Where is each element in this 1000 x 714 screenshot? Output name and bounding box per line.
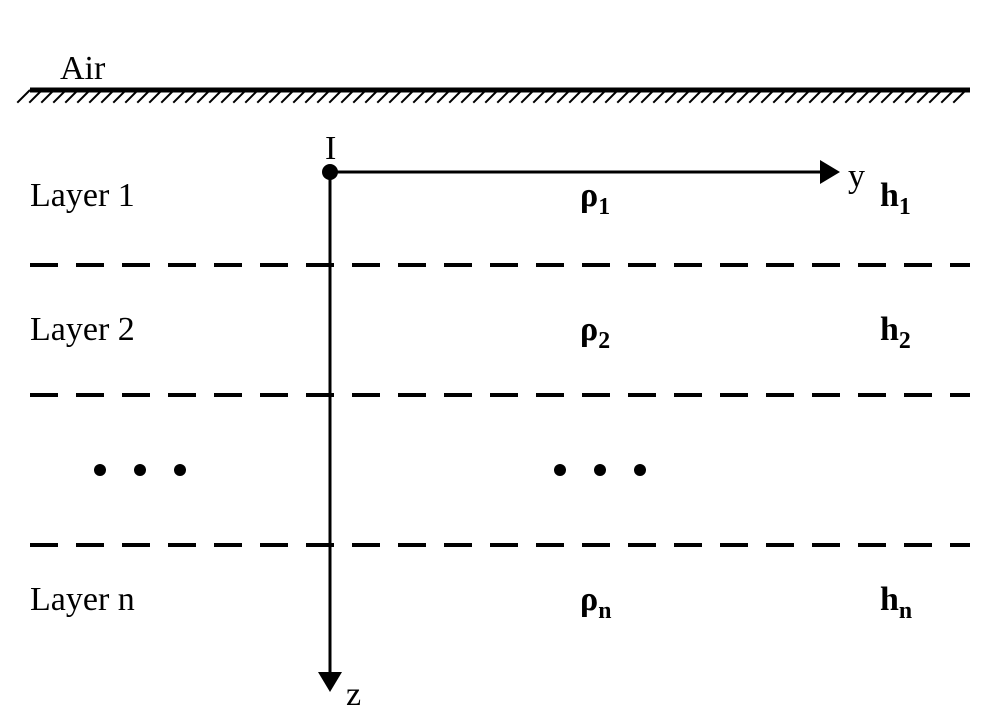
y-axis-label: y (848, 158, 865, 196)
rho-symbol: ρ (580, 177, 598, 214)
ground-line (17, 90, 970, 103)
layer-n-name: Layer n (30, 581, 135, 619)
diagram-canvas: Air I y z Layer 1 ρ1 h1 Layer 2 ρ2 h2 La… (0, 0, 1000, 700)
h-symbol: h (880, 177, 899, 214)
ellipsis-dots (94, 464, 646, 476)
h-symbol: h (880, 311, 899, 348)
h-symbol: h (880, 581, 899, 618)
layer-1-h: h1 (880, 177, 911, 221)
diagram-svg (0, 0, 1000, 700)
rho-subscript: n (598, 598, 611, 624)
rho-subscript: 2 (598, 328, 610, 354)
rho-symbol: ρ (580, 581, 598, 618)
air-label: Air (60, 50, 105, 88)
z-axis-label: z (346, 676, 361, 714)
layer-2-name: Layer 2 (30, 311, 135, 349)
layer-2-h: h2 (880, 311, 911, 355)
axes (318, 160, 840, 692)
h-subscript: 1 (899, 194, 911, 220)
rho-subscript: 1 (598, 194, 610, 220)
layer-1-name: Layer 1 (30, 177, 135, 215)
layer-dividers (30, 265, 970, 545)
layer-1-rho: ρ1 (580, 177, 610, 221)
layer-n-h: hn (880, 581, 912, 625)
origin-label: I (325, 130, 336, 168)
h-subscript: 2 (899, 328, 911, 354)
layer-n-rho: ρn (580, 581, 611, 625)
h-subscript: n (899, 598, 912, 624)
rho-symbol: ρ (580, 311, 598, 348)
layer-2-rho: ρ2 (580, 311, 610, 355)
